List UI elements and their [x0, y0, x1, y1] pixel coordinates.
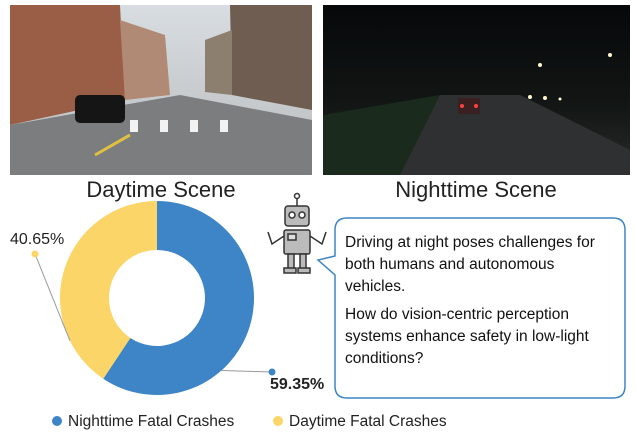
legend-label: Nighttime Fatal Crashes [68, 413, 235, 430]
speech-line: How do vision-centric perception systems… [345, 306, 589, 367]
legend-swatch [273, 416, 283, 426]
robot-icon [267, 192, 327, 274]
legend-label: Daytime Fatal Crashes [289, 413, 447, 430]
nighttime-photo [323, 5, 630, 175]
value-label: 59.35% [270, 376, 324, 393]
leader-dot [31, 250, 39, 258]
speech-bubble [316, 217, 626, 399]
leader-line [221, 369, 273, 373]
speech-line: Driving at night poses challenges for bo… [345, 234, 595, 295]
leader-line [34, 253, 71, 341]
donut-slice [60, 201, 157, 379]
caption: Daytime Scene [86, 177, 235, 202]
value-label: 40.65% [10, 231, 64, 248]
daytime-photo [10, 5, 312, 175]
legend-swatch [52, 416, 62, 426]
caption: Nighttime Scene [395, 177, 556, 202]
leader-dot [268, 368, 276, 376]
speech-text: Driving at night poses challenges for bo… [345, 232, 617, 376]
donut-slice [103, 201, 254, 395]
